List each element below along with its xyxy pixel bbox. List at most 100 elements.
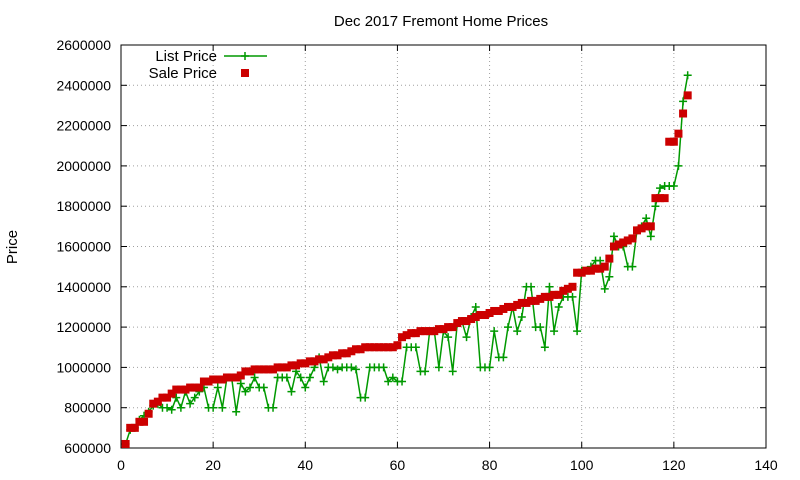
list-price-point [550,327,559,336]
sale-price-point [204,377,213,386]
x-tick-label: 40 [297,457,313,473]
list-price-point [485,363,494,372]
sale-price-point [430,327,439,336]
list-price-point [241,387,250,396]
sale-price-point [144,409,153,418]
sale-price-point [195,383,204,392]
chart-title: Dec 2017 Fremont Home Prices [334,13,548,30]
sale-price-point [476,311,485,320]
sale-price-point [591,264,600,273]
sale-price-point [416,327,425,336]
sale-price-point [411,329,420,338]
list-price-point [527,282,536,291]
x-tick-label: 20 [205,457,221,473]
sale-price-point [517,298,526,307]
sale-price-point [130,423,139,432]
sale-price-point [480,311,489,320]
sale-price-point [384,343,393,352]
sale-price-point [172,385,181,394]
sale-price-point [236,371,245,380]
list-price-point [305,373,314,382]
y-tick-label: 1400000 [56,279,111,295]
list-price-point [398,377,407,386]
list-price-point [269,403,278,412]
sale-price-point [471,313,480,322]
list-price-point [568,292,577,301]
list-price-point [328,363,337,372]
sale-price-point [609,242,618,251]
sale-price-point [600,262,609,271]
sale-price-point [393,341,402,350]
list-price-point [333,365,342,374]
sale-price-point [494,306,503,315]
x-tick-label: 140 [754,457,778,473]
sale-price-point [232,373,241,382]
sale-price-point [614,240,623,249]
sale-price-point [246,367,254,376]
list-price-line [124,75,689,445]
list-price-point [499,353,508,362]
sale-price-point [186,383,195,392]
sale-price-point [259,365,268,374]
y-tick-label: 1600000 [56,239,111,255]
sale-price-point [582,266,591,275]
sale-price-point [388,343,397,352]
sale-price-point [153,397,162,406]
sale-price-point [669,137,678,146]
sale-price-point [660,194,669,203]
list-price-point [411,343,420,352]
legend-plus [241,52,249,60]
list-price-point [172,393,181,402]
y-tick-label: 800000 [64,400,111,416]
sale-price-point [250,365,259,374]
list-price-point [642,214,651,223]
sale-price-point [462,317,471,326]
sale-price-point [255,365,264,374]
sale-price-point [633,226,641,235]
sale-price-point [563,284,572,293]
sale-price-point [527,296,536,305]
list-price-point [596,256,605,265]
sale-price-point [269,365,278,374]
sale-price-point [282,363,291,372]
y-axis-label: Price [4,230,21,264]
list-price-point [471,302,480,311]
list-price-point [679,97,688,106]
list-price-point [434,363,443,372]
sale-price-point [444,323,453,332]
sale-price-point [651,194,660,203]
sale-price-point [646,222,655,231]
sale-price-point [559,286,568,295]
list-price-point [176,403,185,412]
legend-marker-list-price [241,52,249,60]
data-series [121,71,692,448]
sale-price-point [573,268,582,277]
list-price-point [351,365,360,374]
list-price-point [301,383,310,392]
list-price-point [513,327,522,336]
sale-price-point [379,343,388,352]
list-price-point [218,403,227,412]
sale-price-point [365,343,374,352]
list-price-point [540,343,549,352]
y-tick-label: 1200000 [56,319,111,335]
list-price-point [361,393,370,402]
sale-price-point [448,323,457,332]
sale-price-point [398,333,407,342]
y-tick-label: 2000000 [56,158,111,174]
sale-price-point [656,194,665,203]
list-price-point [388,373,397,382]
list-price-point [573,327,582,336]
sale-price-point [499,304,508,313]
sale-price-point [190,383,199,392]
sale-price-point [628,234,637,243]
sale-price-point [623,236,632,245]
sale-price-point [485,308,494,317]
list-price-point [504,323,512,332]
y-tick-label: 2200000 [56,118,111,134]
sale-price-point [453,319,462,328]
y-tick-label: 1000000 [56,359,111,375]
sale-price-point [596,264,605,273]
sale-price-point [328,351,337,360]
